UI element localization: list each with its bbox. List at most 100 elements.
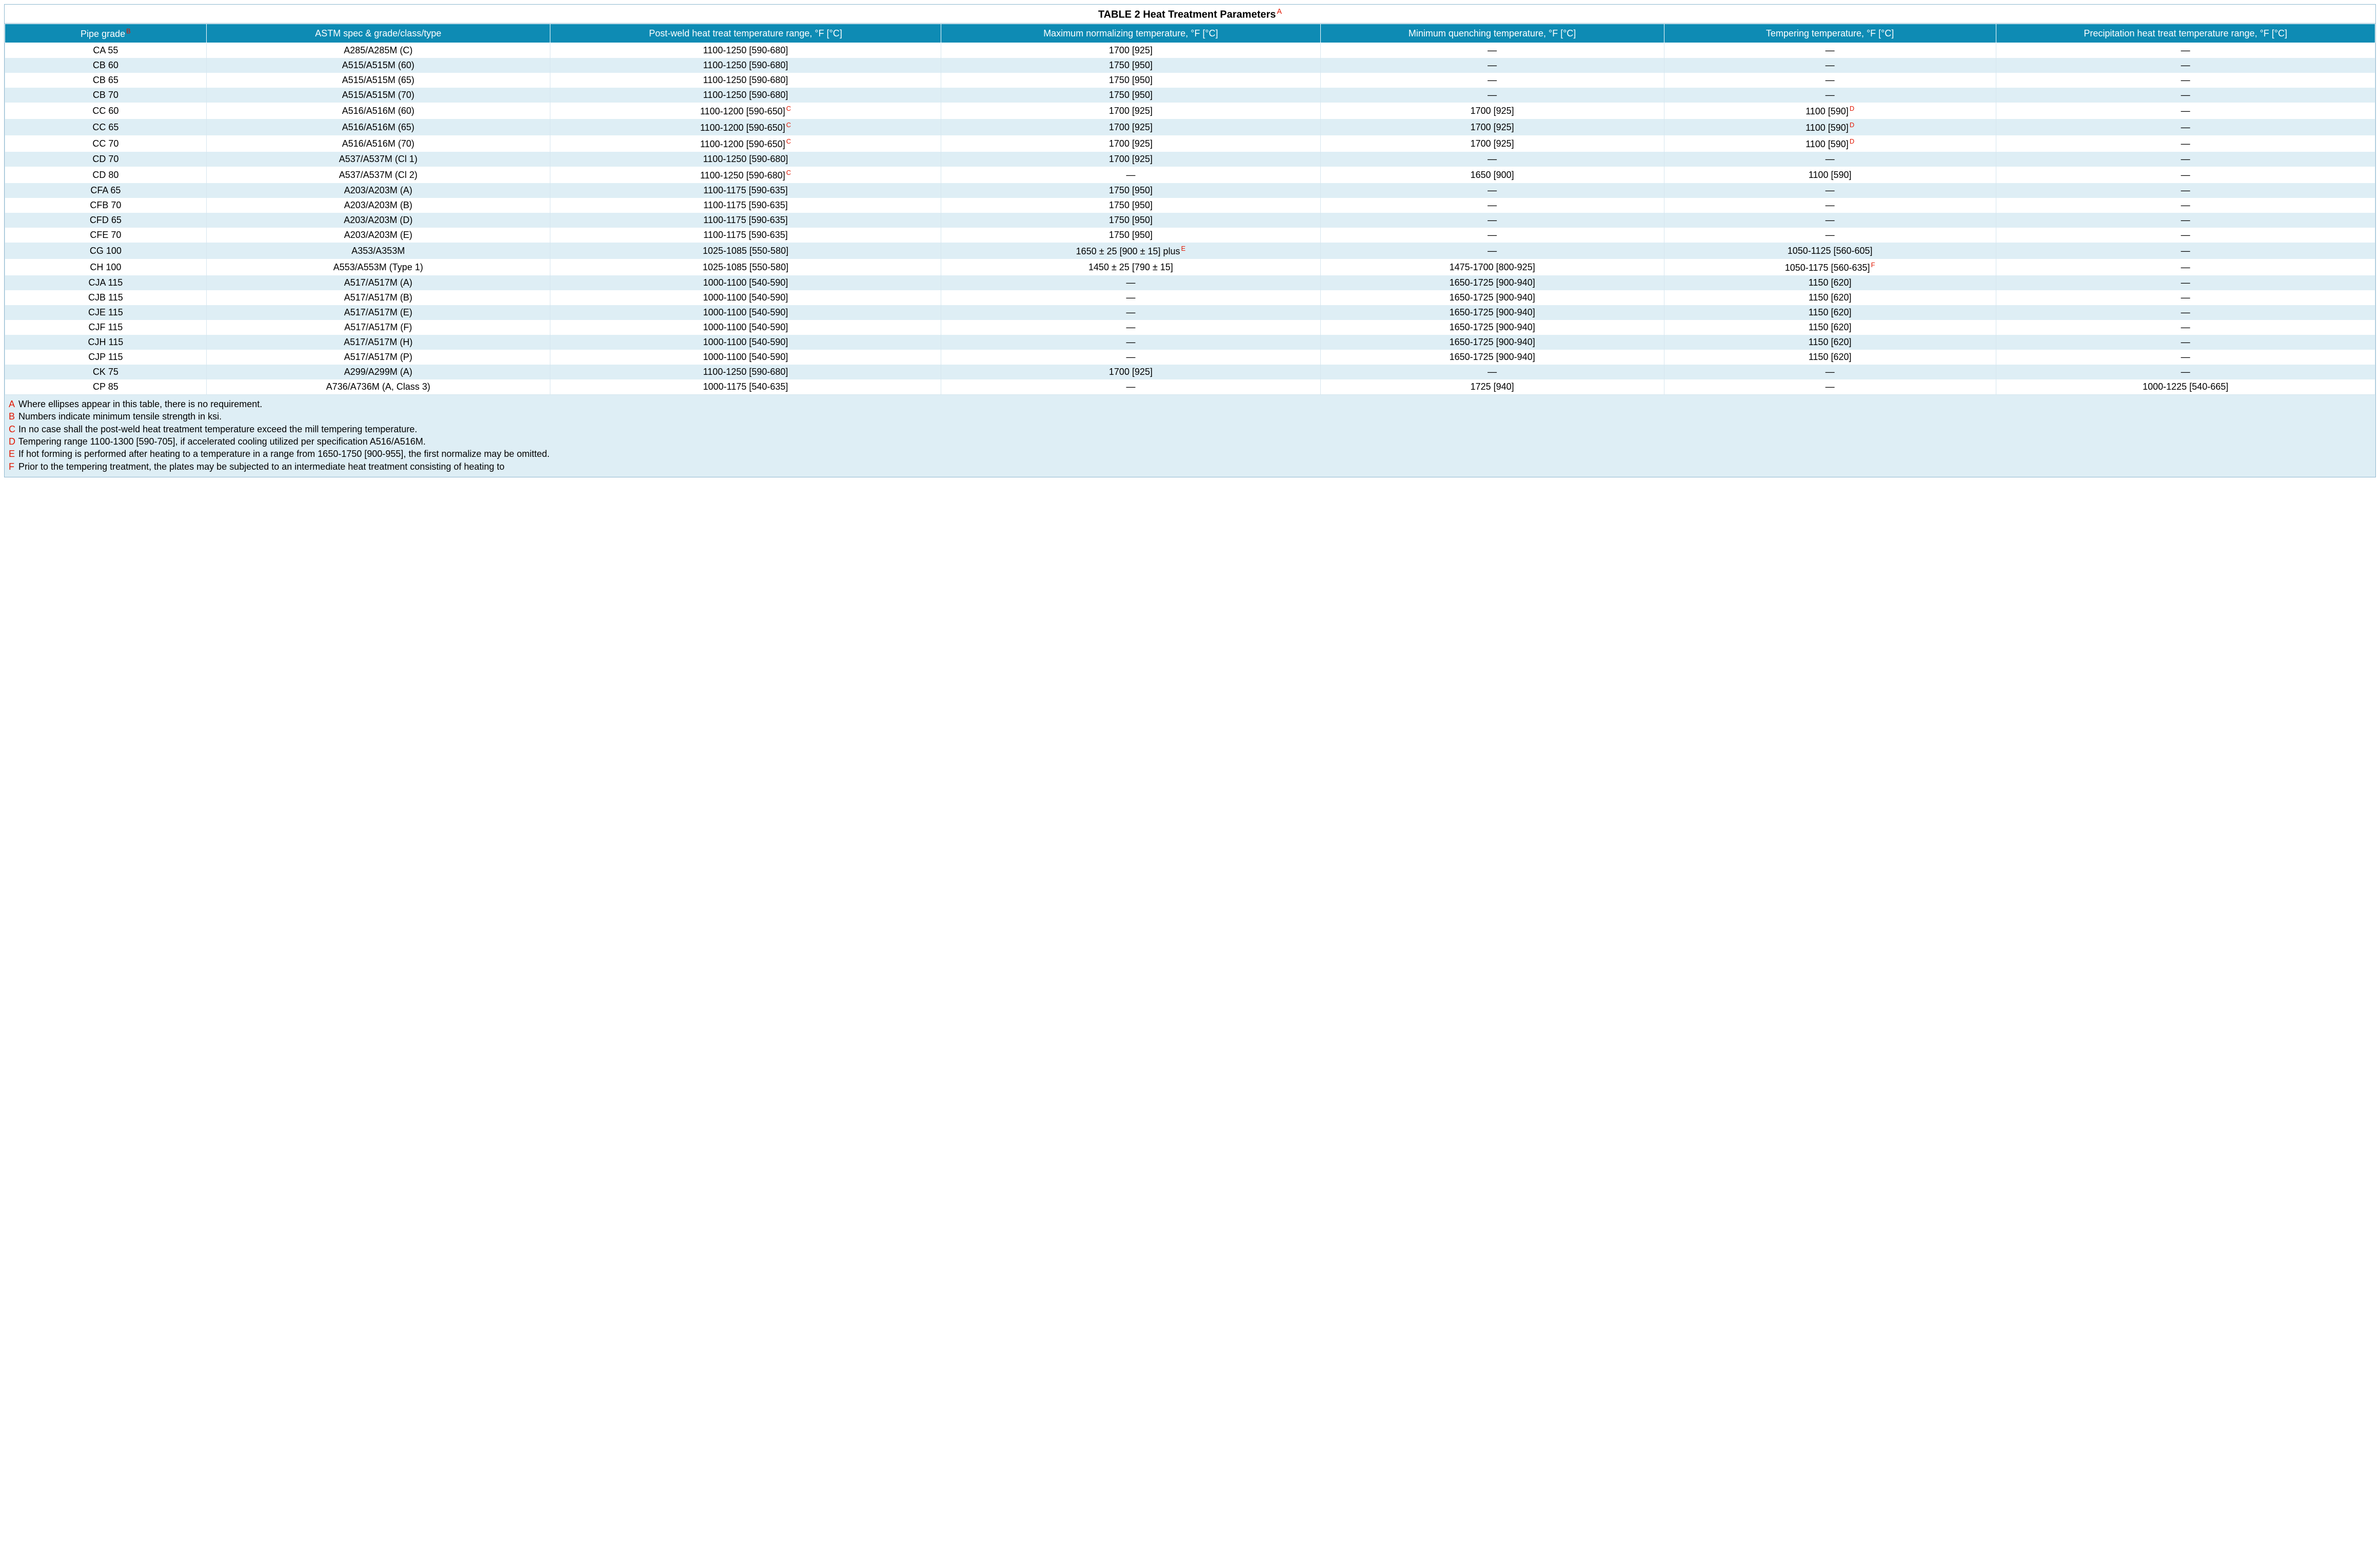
cell-value: — [1488,45,1497,55]
cell: — [1320,183,1664,198]
cell: — [1996,335,2375,350]
cell: 1100-1250 [590-680]C [550,167,941,183]
cell-value: — [1126,277,1135,288]
cell: A517/A517M (P) [206,350,550,365]
cell-value: A517/A517M (A) [344,277,412,288]
col-header-2: Post-weld heat treat temperature range, … [550,24,941,43]
cell-sup: E [1180,245,1186,252]
table-row: CJP 115A517/A517M (P)1000-1100 [540-590]… [5,350,2375,365]
cell: CC 60 [5,103,207,119]
cell: — [1320,243,1664,259]
cell-value: 1750 [950] [1109,230,1153,240]
cell-value: 1100 [590] [1806,139,1849,149]
table-row: CJH 115A517/A517M (H)1000-1100 [540-590]… [5,335,2375,350]
cell-value: CJA 115 [89,277,123,288]
cell-value: 1100-1175 [590-635] [703,230,787,240]
cell: — [1996,305,2375,320]
cell-value: CJB 115 [88,292,123,303]
footnote: B Numbers indicate minimum tensile stren… [9,410,2371,423]
cell-value: 1150 [620] [1809,337,1852,347]
cell: A553/A553M (Type 1) [206,259,550,275]
footnote-lead: C [9,423,16,435]
cell: 1025-1085 [550-580] [550,243,941,259]
table-row: CH 100A553/A553M (Type 1)1025-1085 [550-… [5,259,2375,275]
cell-value: CB 65 [93,75,118,85]
cell-value: 1150 [620] [1809,307,1852,317]
cell-value: — [1826,154,1835,164]
cell: 1475-1700 [800-925] [1320,259,1664,275]
footnote: C In no case shall the post-weld heat tr… [9,423,2371,435]
cell: 1000-1100 [540-590] [550,350,941,365]
cell: 1750 [950] [941,213,1320,228]
cell-value: 1000-1225 [540-665] [2143,382,2228,392]
cell-value: — [1826,90,1835,100]
cell-value: — [2181,230,2190,240]
cell: 1650-1725 [900-940] [1320,350,1664,365]
cell-value: A285/A285M (C) [344,45,412,55]
cell: — [1996,365,2375,379]
table-row: CJA 115 A517/A517M (A) 1000-1100 [540-590]… [5,275,2375,290]
cell-value: 1100-1250 [590-680] [703,60,788,70]
cell-value: A203/A203M (E) [344,230,412,240]
cell: — [941,320,1320,335]
cell: A517/A517M (H) [206,335,550,350]
cell: — [941,379,1320,394]
table-row: CJB 115A517/A517M (B)1000-1100 [540-590]… [5,290,2375,305]
cell: A736/A736M (A, Class 3) [206,379,550,394]
cell: A353/A353M [206,243,550,259]
cell-value: CC 65 [92,122,118,132]
cell-value: 1700 [925] [1471,106,1514,116]
cell: — [1664,213,1996,228]
cell: CD 70 [5,152,207,167]
cell: 1650-1725 [900-940] [1320,290,1664,305]
cell: 1000-1100 [540-590] [550,305,941,320]
cell: 1000-1225 [540-665] [1996,379,2375,394]
footnote: A Where ellipses appear in this table, t… [9,398,2371,410]
cell: 1100-1175 [590-635] [550,198,941,213]
table-row: CB 60A515/A515M (60)1100-1250 [590-680]1… [5,58,2375,73]
cell-value: — [2181,307,2190,317]
table-row: CG 100A353/A353M1025-1085 [550-580]1650 … [5,243,2375,259]
cell: — [1996,275,2375,290]
cell: 1000-1100 [540-590] [550,275,941,290]
cell-value: — [1126,337,1135,347]
cell-value: CB 70 [93,90,118,100]
cell-value: — [2181,185,2190,195]
cell: 1100 [590]D [1664,135,1996,152]
cell: — [1320,73,1664,88]
cell-value: CFA 65 [90,185,121,195]
cell: CFE 70 [5,228,207,243]
table-row: CFA 65A203/A203M (A)1100-1175 [590-635]1… [5,183,2375,198]
cell: — [1996,183,2375,198]
cell-value: 1100-1200 [590-650] [700,139,785,149]
caption-text: TABLE 2 Heat Treatment Parameters [1098,9,1276,21]
cell-value: — [2181,122,2190,132]
cell: 1650-1725 [900-940] [1320,305,1664,320]
cell-value: — [2181,170,2190,180]
cell-value: 1750 [950] [1109,200,1153,210]
cell: — [1996,167,2375,183]
cell-value: 1100 [590] [1806,106,1849,116]
cell-value: — [1126,382,1135,392]
cell-value: CD 70 [92,154,118,164]
table-row: CA 55A285/A285M (C)1100-1250 [590-680]17… [5,43,2375,58]
cell: — [1996,135,2375,152]
cell-value: — [2181,90,2190,100]
cell: 1700 [925] [941,103,1320,119]
footnotes: A Where ellipses appear in this table, t… [5,394,2375,477]
footnote-text: Tempering range 1100-1300 [590-705], if … [16,436,426,447]
cell-value: 1150 [620] [1809,322,1852,332]
cell-sup: D [1849,105,1854,112]
cell: 1150 [620] [1664,305,1996,320]
cell-value: 1050-1175 [560-635] [1785,263,1870,273]
col-header-6: Precipitation heat treat temperature ran… [1996,24,2375,43]
cell: — [941,350,1320,365]
cell-value: 1000-1100 [540-590] [703,322,788,332]
cell-value: CH 100 [90,262,121,272]
cell-value: CD 80 [92,170,118,180]
cell: A203/A203M (A) [206,183,550,198]
cell: 1000-1100 [540-590] [550,290,941,305]
cell-value: — [1826,45,1835,55]
cell-value: — [2181,154,2190,164]
cell-value: CC 60 [92,106,118,116]
